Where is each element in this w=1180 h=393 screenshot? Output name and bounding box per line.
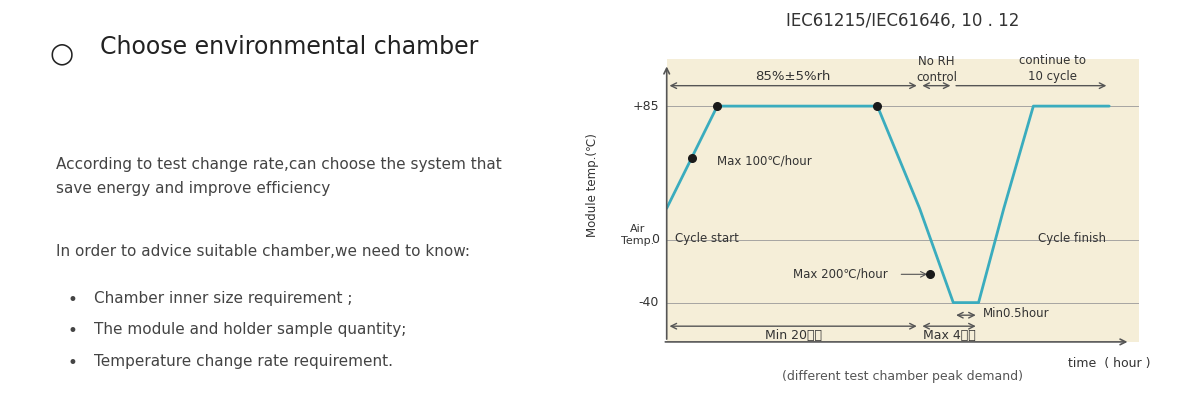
Text: Cycle start: Cycle start [675,232,739,245]
Text: Chamber inner size requirement ;: Chamber inner size requirement ; [94,291,353,306]
Text: time  ( hour ): time ( hour ) [1068,357,1150,370]
Text: -40: -40 [638,296,660,309]
Text: Max 100℃/hour: Max 100℃/hour [717,154,812,168]
Text: Module temp.(℃): Module temp.(℃) [585,133,599,237]
Text: continue to
10 cycle: continue to 10 cycle [1018,53,1086,83]
Text: •: • [67,354,77,372]
Text: Max 200℃/hour: Max 200℃/hour [793,268,887,281]
Text: According to test change rate,can choose the system that
save energy and improve: According to test change rate,can choose… [57,157,502,196]
Text: 85%±5%rh: 85%±5%rh [755,70,831,83]
Text: IEC61215/IEC61646, 10 . 12: IEC61215/IEC61646, 10 . 12 [786,12,1020,30]
Text: Min0.5hour: Min0.5hour [983,307,1049,320]
Text: 0: 0 [651,233,660,246]
Text: Choose environmental chamber: Choose environmental chamber [99,35,478,59]
Text: Min 20小时: Min 20小时 [765,329,821,342]
Text: ○: ○ [50,39,73,67]
Text: Max 4小时: Max 4小时 [923,329,976,342]
Text: •: • [67,291,77,309]
Text: +85: +85 [632,99,660,113]
Text: (different test chamber peak demand): (different test chamber peak demand) [782,370,1023,383]
Text: Air
Temp.: Air Temp. [621,224,654,246]
Text: No RH
control: No RH control [916,55,957,84]
Text: •: • [67,322,77,340]
Text: In order to advice suitable chamber,we need to know:: In order to advice suitable chamber,we n… [57,244,470,259]
Text: Cycle finish: Cycle finish [1037,232,1106,245]
Text: Temperature change rate requirement.: Temperature change rate requirement. [94,354,393,369]
Text: The module and holder sample quantity;: The module and holder sample quantity; [94,322,407,337]
